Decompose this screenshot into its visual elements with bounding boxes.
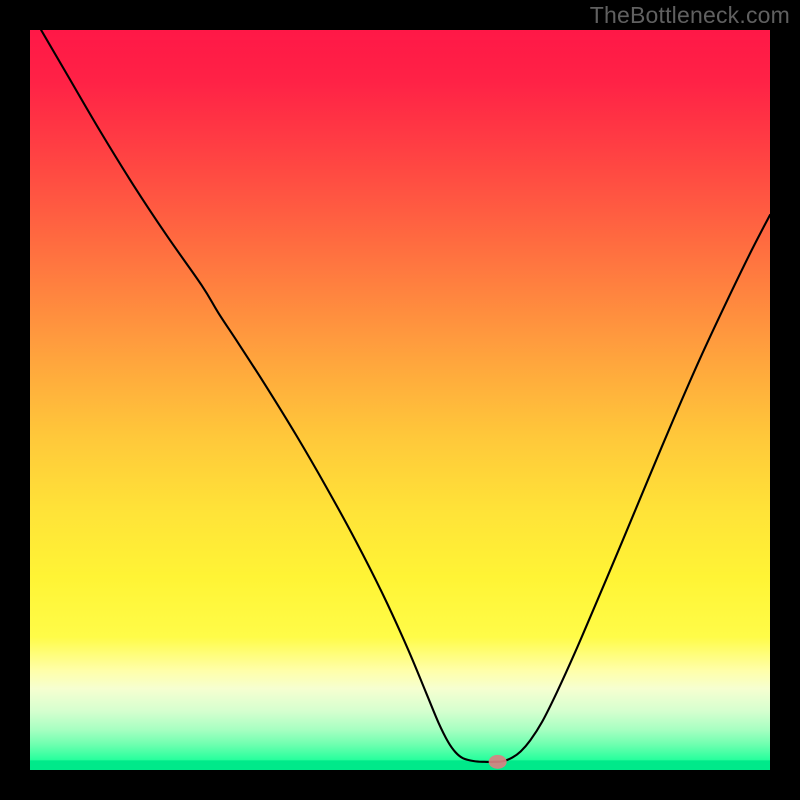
bottleneck-chart (0, 0, 800, 800)
watermark-text: TheBottleneck.com (590, 2, 790, 29)
optimal-marker (489, 755, 507, 769)
bottom-band (30, 760, 770, 770)
plot-area (30, 30, 770, 770)
